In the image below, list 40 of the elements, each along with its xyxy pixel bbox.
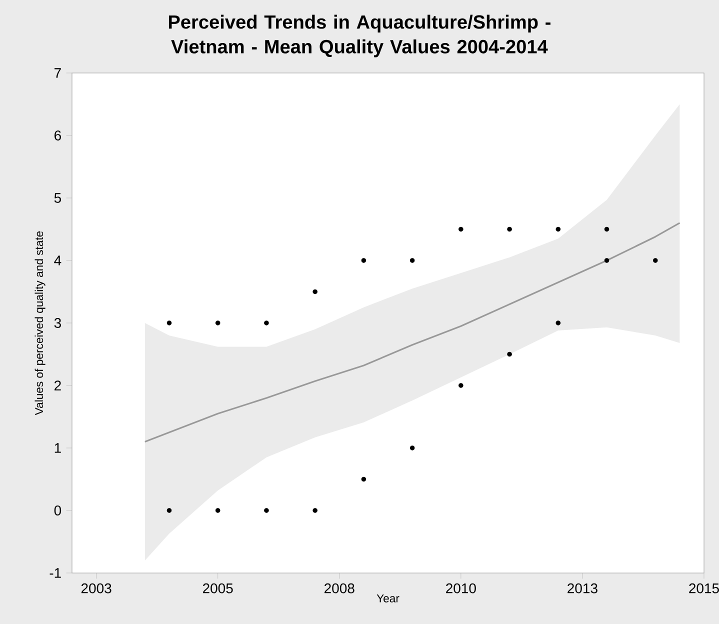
x-tick-label: 2008 — [324, 583, 354, 594]
point — [361, 476, 366, 482]
y-tick-label: 6 — [54, 130, 61, 140]
point — [264, 508, 269, 513]
point — [410, 446, 415, 450]
x-tick-label: 2010 — [446, 583, 476, 594]
y-tick-label: -1 — [50, 568, 61, 578]
line-series — [144, 222, 680, 443]
point — [556, 320, 561, 326]
point — [507, 352, 512, 357]
y-tick-label: 5 — [54, 193, 62, 203]
point — [264, 320, 269, 326]
y-tick-label: 4 — [54, 256, 62, 266]
point — [604, 258, 610, 263]
point — [458, 383, 464, 388]
point — [410, 258, 415, 263]
y-tick-label: 2 — [54, 380, 61, 390]
y-tick-label: 0 — [54, 506, 62, 516]
y-axis-title: Values of perceived quality and state — [34, 231, 46, 416]
x-axis-title: Year — [376, 594, 400, 602]
point — [361, 258, 366, 263]
point — [604, 226, 610, 232]
point — [458, 226, 464, 232]
point — [166, 320, 172, 326]
point — [215, 320, 220, 326]
x-tick-label: 2015 — [689, 583, 719, 594]
point — [652, 258, 658, 263]
point — [507, 226, 512, 232]
point — [215, 508, 220, 513]
point — [556, 226, 561, 232]
x-tick-label: 2005 — [202, 583, 233, 594]
x-tick-label: 2003 — [81, 583, 112, 594]
chart-title: Perceived Trends in Aquaculture/Shrimp - Vietnam - Mean Quality Values 2004-2014 — [168, 14, 550, 58]
y-tick-label: 7 — [54, 68, 61, 78]
point — [312, 508, 318, 513]
y-tick-label: 1 — [54, 443, 61, 453]
point — [312, 289, 318, 294]
x-tick-label: 2013 — [568, 583, 598, 594]
point — [166, 508, 172, 513]
y-tick-label: 3 — [54, 318, 61, 328]
